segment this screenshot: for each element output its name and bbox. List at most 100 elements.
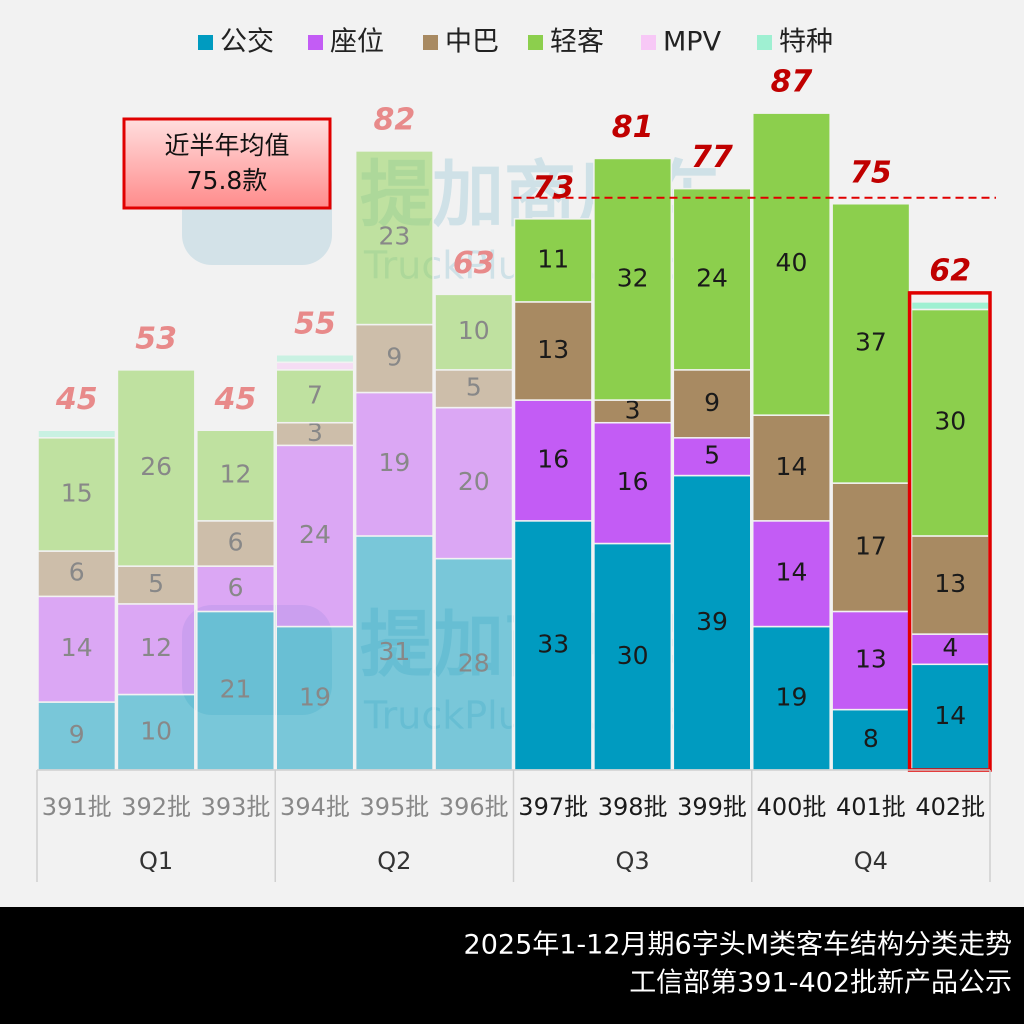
bar-segment [116,603,196,696]
data-label: 21 [220,675,252,704]
bar-segment [910,301,990,311]
total-label: 82 [374,102,416,137]
data-label: 10 [458,316,490,345]
data-label: 5 [704,441,720,470]
data-label: 16 [537,444,569,473]
bar-segment [434,369,514,409]
x-tick-label: 400批 [757,793,827,821]
data-label: 5 [148,569,164,598]
data-label: 33 [537,629,569,658]
bar-segment [831,203,911,484]
data-label: 31 [378,637,410,666]
bar-segment [354,150,434,326]
data-label: 13 [855,645,887,674]
bar-segment [196,429,275,522]
data-label: 23 [378,222,410,251]
bar-segment [354,391,434,537]
bar-segment [196,520,275,567]
legend-label: MPV [663,27,722,58]
legend-label: 轻客 [550,27,604,58]
bar-segment [910,308,990,537]
bar-segment [910,633,990,666]
x-tick-label: 397批 [518,793,588,821]
data-label: 12 [140,633,172,662]
legend-label: 公交 [220,27,274,58]
footer-line: 2025年1-12月期6字头M类客车结构分类走势 [464,930,1012,961]
data-label: 6 [69,558,85,587]
data-label: 14 [61,633,93,662]
total-label: 87 [771,65,813,100]
bar-segment [672,474,752,771]
bar-segment [275,354,355,364]
bar-segment [831,482,911,613]
total-label: 77 [691,140,733,175]
data-label: 40 [776,248,808,277]
bar-segment [831,708,911,771]
average-box [122,117,332,210]
data-label: 4 [942,633,958,662]
data-label: 24 [696,263,728,292]
legend-label: 特种 [779,27,833,58]
data-label: 15 [61,478,93,507]
group-label: Q2 [377,847,411,875]
bar-segment [37,550,117,598]
total-label: 45 [214,382,257,417]
data-label: 14 [776,452,808,481]
bar-segment [116,369,196,567]
bar-segment [354,323,434,394]
bar-segment [513,399,593,522]
data-label: 32 [617,263,649,292]
legend-swatch [528,35,543,50]
data-label: 30 [934,407,966,436]
data-label: 13 [934,569,966,598]
data-label: 26 [140,452,172,481]
legend-label: 座位 [330,27,384,58]
data-label: 16 [617,467,649,496]
data-label: 9 [386,343,402,372]
x-tick-label: 398批 [598,793,668,821]
data-label: 6 [228,528,244,557]
data-label: 17 [855,531,887,560]
bar-segment [354,535,434,771]
bar-segment [37,595,117,703]
bar-segment [752,625,831,771]
bar-segment [672,187,752,371]
bar-segment [196,565,275,613]
x-tick-label: 396批 [439,793,509,821]
data-label: 3 [625,395,641,424]
bar-segment [434,293,514,371]
bar-segment [593,157,673,401]
data-label: 39 [696,607,728,636]
bar-segment [116,693,196,771]
legend-swatch [641,35,656,50]
bar-segment [275,369,355,424]
data-label: 14 [776,558,808,587]
bar-segment [752,112,831,416]
legend-swatch [423,35,438,50]
x-tick-label: 391批 [42,793,112,821]
group-label: Q4 [854,847,888,875]
legend-swatch [757,35,772,50]
average-title: 近半年均值 [164,131,289,160]
bar-segment [513,218,593,303]
data-label: 7 [307,380,323,409]
total-label: 81 [612,110,654,145]
footer-band [0,907,1024,1024]
bar-segment [275,625,355,771]
legend-swatch [198,35,213,50]
data-label: 9 [704,388,720,417]
total-label: 53 [135,321,177,356]
data-label: 37 [855,327,887,356]
group-label: Q1 [139,847,173,875]
data-label: 19 [299,682,331,711]
bar-segment [752,414,831,522]
data-label: 28 [458,648,490,677]
total-label: 55 [294,306,336,341]
bar-segment [275,444,355,628]
bar-segment [752,520,831,628]
group-label: Q3 [616,847,650,875]
data-label: 11 [537,244,569,273]
data-label: 10 [140,716,172,745]
